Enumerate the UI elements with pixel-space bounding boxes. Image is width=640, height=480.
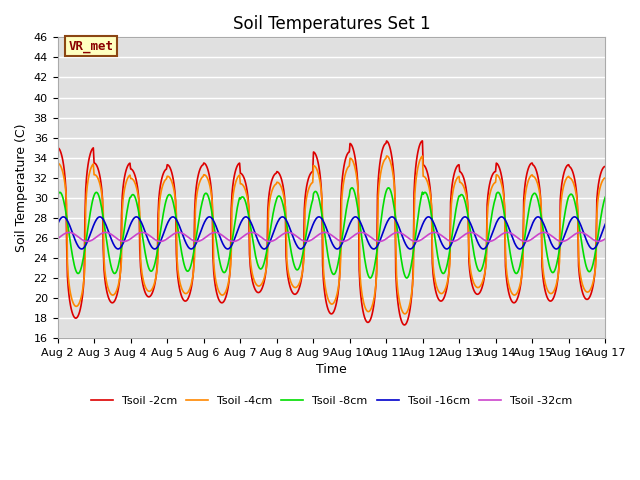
Tsoil -4cm [401, 311, 409, 317]
Tsoil -32cm [120, 239, 127, 244]
Tsoil -8cm [602, 194, 609, 200]
Tsoil -16cm [602, 221, 609, 227]
Title: Soil Temperatures Set 1: Soil Temperatures Set 1 [232, 15, 430, 33]
Tsoil -32cm [193, 239, 201, 244]
Line: Tsoil -16cm: Tsoil -16cm [58, 217, 605, 249]
Line: Tsoil -2cm: Tsoil -2cm [58, 141, 605, 325]
Tsoil -4cm [205, 178, 212, 183]
Tsoil -32cm [63, 230, 71, 236]
Tsoil -16cm [415, 230, 423, 236]
Tsoil -4cm [120, 191, 127, 196]
Tsoil -8cm [384, 185, 392, 191]
Tsoil -2cm [205, 168, 212, 174]
Tsoil -16cm [120, 239, 127, 245]
Tsoil -8cm [399, 264, 406, 270]
Tsoil -32cm [415, 238, 423, 243]
Tsoil -32cm [175, 229, 183, 235]
Tsoil -8cm [175, 236, 183, 241]
Tsoil -4cm [415, 159, 423, 165]
Tsoil -8cm [415, 204, 423, 210]
Tsoil -4cm [175, 277, 183, 283]
Tsoil -4cm [602, 175, 609, 180]
Tsoil -2cm [54, 145, 61, 151]
Tsoil -32cm [54, 236, 61, 241]
Tsoil -2cm [415, 146, 422, 152]
Tsoil -16cm [399, 234, 406, 240]
Tsoil -4cm [54, 161, 61, 167]
Tsoil -16cm [175, 223, 183, 229]
Tsoil -8cm [63, 219, 71, 225]
Tsoil -16cm [54, 221, 61, 227]
Tsoil -16cm [205, 214, 212, 220]
Tsoil -2cm [120, 179, 127, 184]
Tsoil -2cm [175, 285, 183, 291]
Y-axis label: Soil Temperature (C): Soil Temperature (C) [15, 123, 28, 252]
Line: Tsoil -32cm: Tsoil -32cm [58, 232, 605, 241]
Line: Tsoil -4cm: Tsoil -4cm [58, 156, 605, 314]
Tsoil -16cm [388, 214, 396, 220]
X-axis label: Time: Time [316, 363, 347, 376]
Tsoil -32cm [602, 236, 609, 241]
Tsoil -4cm [383, 153, 390, 159]
Tsoil -16cm [406, 246, 414, 252]
Tsoil -8cm [403, 275, 410, 281]
Tsoil -8cm [54, 192, 61, 198]
Text: VR_met: VR_met [68, 40, 113, 53]
Tsoil -8cm [205, 194, 212, 200]
Tsoil -2cm [602, 164, 609, 169]
Tsoil -2cm [63, 274, 71, 279]
Tsoil -32cm [211, 229, 219, 235]
Tsoil -32cm [205, 232, 213, 238]
Legend: Tsoil -2cm, Tsoil -4cm, Tsoil -8cm, Tsoil -16cm, Tsoil -32cm: Tsoil -2cm, Tsoil -4cm, Tsoil -8cm, Tsoi… [86, 392, 577, 411]
Tsoil -4cm [63, 259, 71, 264]
Tsoil -16cm [63, 218, 71, 224]
Line: Tsoil -8cm: Tsoil -8cm [58, 188, 605, 278]
Tsoil -32cm [399, 231, 407, 237]
Tsoil -8cm [120, 230, 127, 236]
Tsoil -2cm [400, 322, 408, 328]
Tsoil -2cm [398, 319, 406, 325]
Tsoil -2cm [419, 138, 426, 144]
Tsoil -4cm [399, 309, 406, 315]
